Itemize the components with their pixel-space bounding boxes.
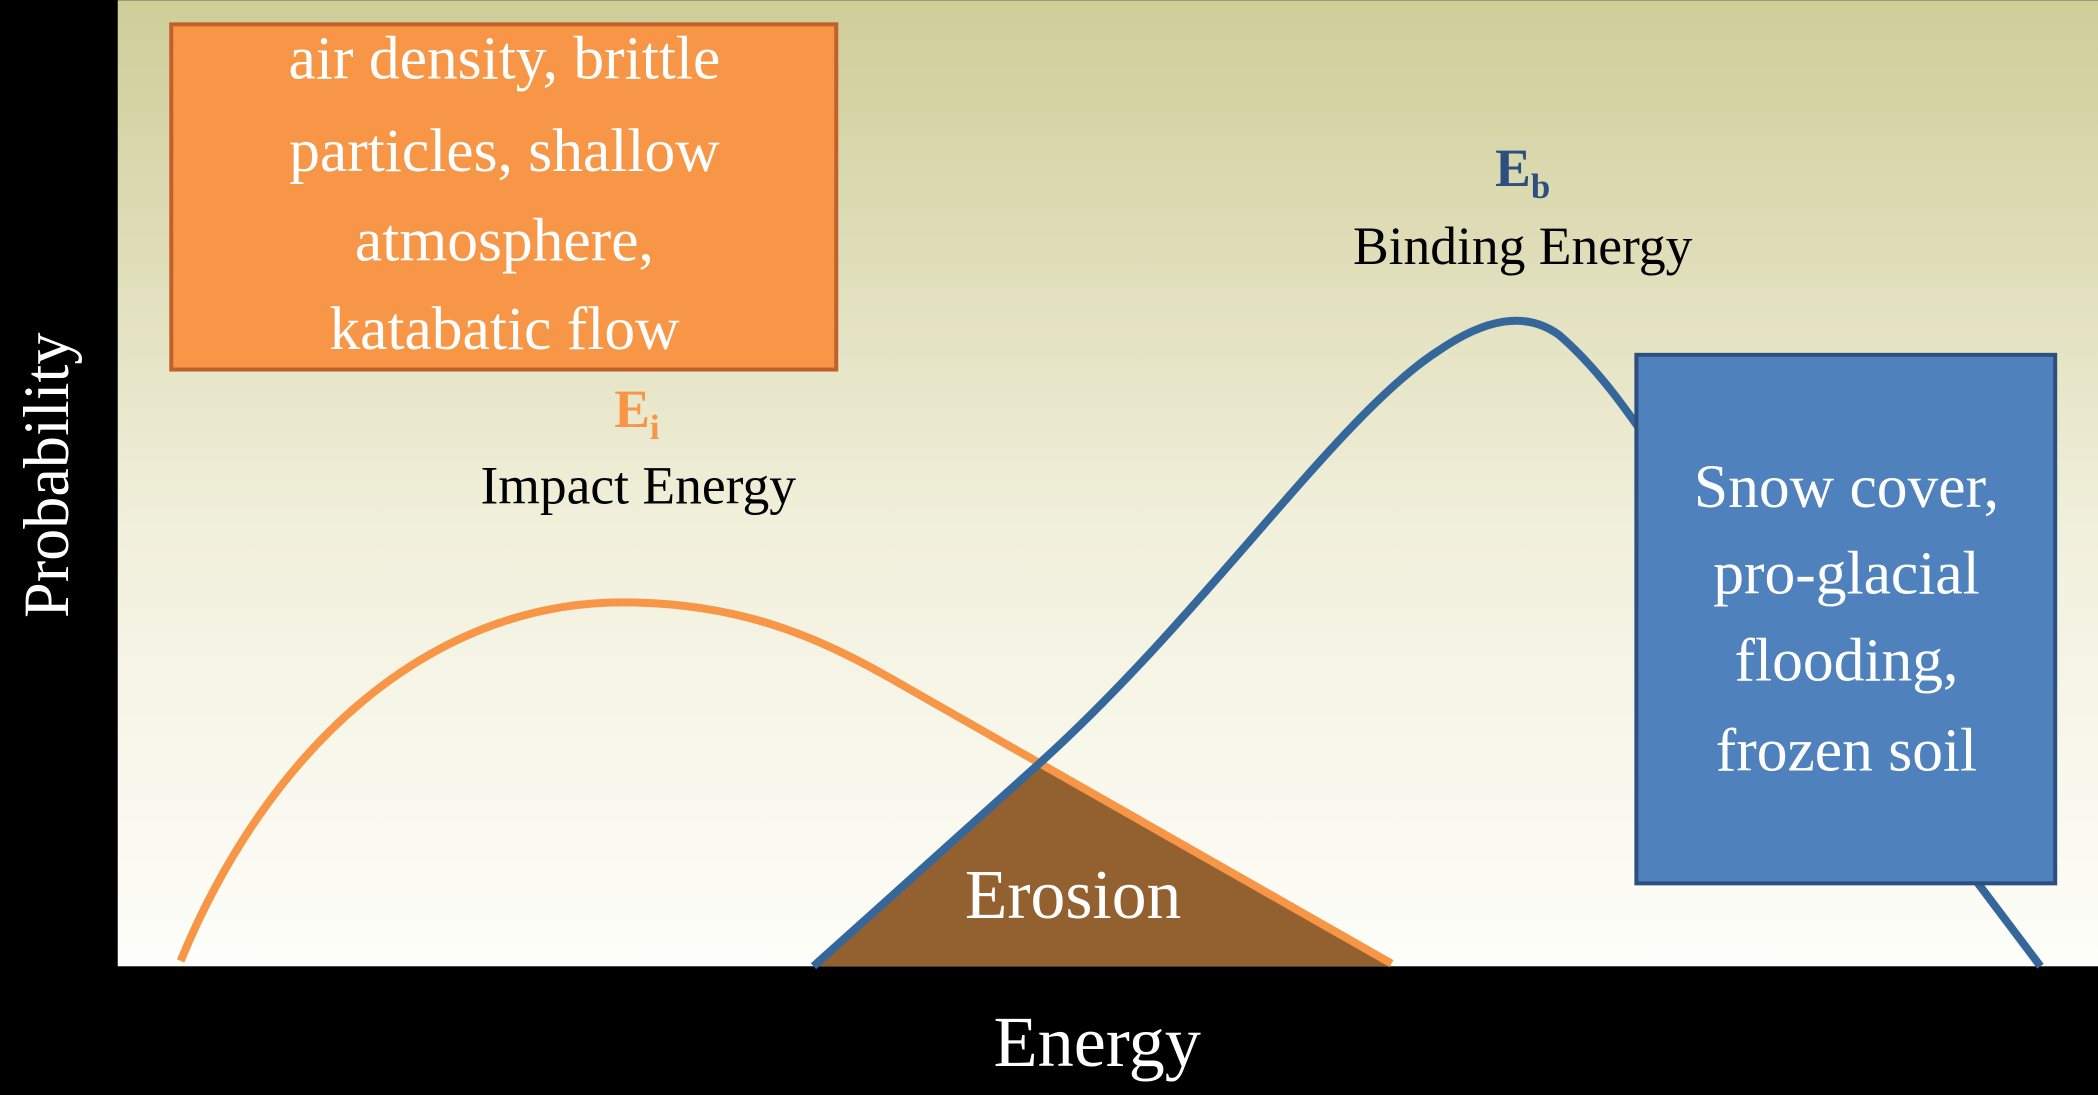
box-line: particles, shallow xyxy=(289,117,720,185)
binding-curve xyxy=(810,316,2044,970)
impact-curve xyxy=(176,598,1394,968)
erosion-region xyxy=(813,765,1392,967)
box-line: katabatic flow xyxy=(329,295,680,363)
impact-label: Impact Energy xyxy=(480,456,796,516)
box-line: Snow cover, xyxy=(1694,453,1999,521)
box-line: frozen soil xyxy=(1716,716,1977,784)
factor-text: Snow cover, pro-glacial flooding, frozen… xyxy=(1694,453,1999,785)
factor-text: air density, brittle particles, shallow … xyxy=(289,25,721,363)
factor-box xyxy=(169,22,839,372)
x-axis-label: Energy xyxy=(993,1002,1200,1082)
box-line: flooding, xyxy=(1735,627,1959,695)
subscript: i xyxy=(650,408,660,447)
box-line: pro-glacial xyxy=(1713,540,1980,608)
subscript: b xyxy=(1531,167,1550,206)
region-label: Erosion xyxy=(965,857,1181,934)
symbol: E xyxy=(614,379,650,439)
binding-symbol: Eb xyxy=(1495,138,1550,206)
factor-box xyxy=(1634,352,2058,886)
binding-label: Binding Energy xyxy=(1353,216,1693,276)
symbol: E xyxy=(1495,138,1531,198)
box-line: atmosphere, xyxy=(355,207,654,275)
box-line: air density, brittle xyxy=(289,25,721,93)
y-axis-label: Probability xyxy=(11,333,82,618)
impact-symbol: Ei xyxy=(614,379,660,447)
